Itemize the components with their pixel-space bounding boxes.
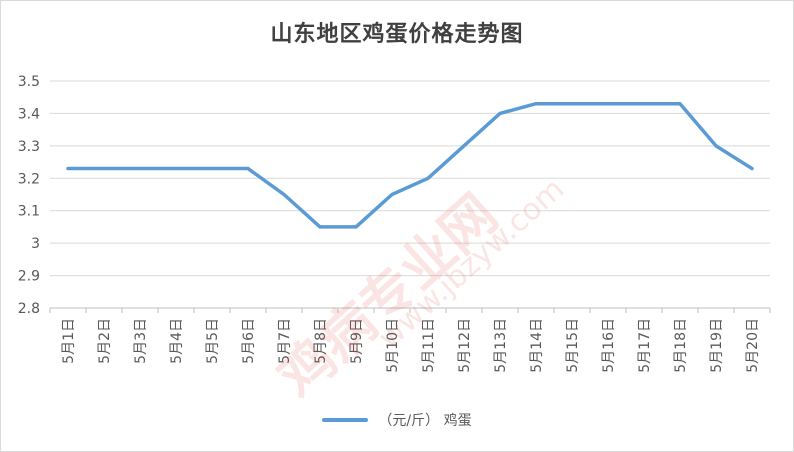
data-point [246,167,250,171]
data-point [138,167,142,171]
y-axis: 2.8 2.9 3 3.1 3.2 3.3 3.4 3.5 [18,74,40,317]
y-tick-label: 3.4 [18,106,40,122]
y-tick-label: 3.2 [18,171,40,187]
x-tick-label: 5月7日 [277,318,293,364]
x-tick-label: 5月14日 [529,318,545,373]
data-point [318,225,322,229]
data-point [210,167,214,171]
data-point [534,102,538,106]
gridlines [50,80,770,309]
x-tick-label: 5月6日 [241,318,257,364]
x-axis: 5月1日 5月2日 5月3日 5月4日 5月5日 5月6日 5月7日 5月8日 5月9日 5月10… [49,308,771,373]
data-point [570,102,574,106]
y-tick-label: 3.5 [18,74,40,90]
data-point [462,144,466,148]
data-point [642,102,646,106]
series-line [66,101,754,229]
y-tick-label: 3.3 [18,139,40,155]
data-point [750,167,754,171]
y-tick-label: 2.9 [18,269,40,285]
x-tick-label: 5月11日 [421,318,437,373]
x-tick-label: 5月18日 [673,318,689,373]
data-point [282,193,286,196]
x-tick-label: 5月3日 [133,318,149,364]
x-tick-label: 5月19日 [709,318,725,373]
legend-swatch [322,418,369,422]
x-tick-label: 5月10日 [385,318,401,373]
x-tick-label: 5月20日 [745,318,761,373]
chart-title: 山东地区鸡蛋价格走势图 [270,22,524,47]
x-tick-label: 5月9日 [349,318,365,364]
chart-legend: （元/斤） 鸡蛋 [0,410,794,430]
data-point [390,193,394,196]
y-tick-label: 2.8 [18,301,40,317]
x-tick-label: 5月12日 [457,318,473,373]
x-tick-label: 5月1日 [61,318,77,364]
x-tick-label: 5月8日 [313,318,329,364]
data-point [174,167,178,171]
y-tick-label: 3 [31,236,40,252]
data-point [498,111,502,115]
x-tick-label: 5月16日 [601,318,617,373]
x-tick-label: 5月15日 [565,318,581,373]
data-point [102,167,106,171]
data-point [606,102,610,106]
data-point [66,167,70,171]
series-layer [66,101,754,229]
data-point [678,102,682,106]
y-tick-label: 3.1 [18,204,40,220]
x-tick-label: 5月5日 [205,318,221,364]
x-tick-label: 5月2日 [97,318,113,364]
data-point [714,144,718,148]
legend-label: （元/斤） 鸡蛋 [378,413,472,429]
data-point [354,225,358,229]
x-tick-label: 5月13日 [493,318,509,373]
data-point [426,176,430,180]
x-tick-label: 5月4日 [169,318,185,364]
x-tick-label: 5月17日 [637,318,653,373]
